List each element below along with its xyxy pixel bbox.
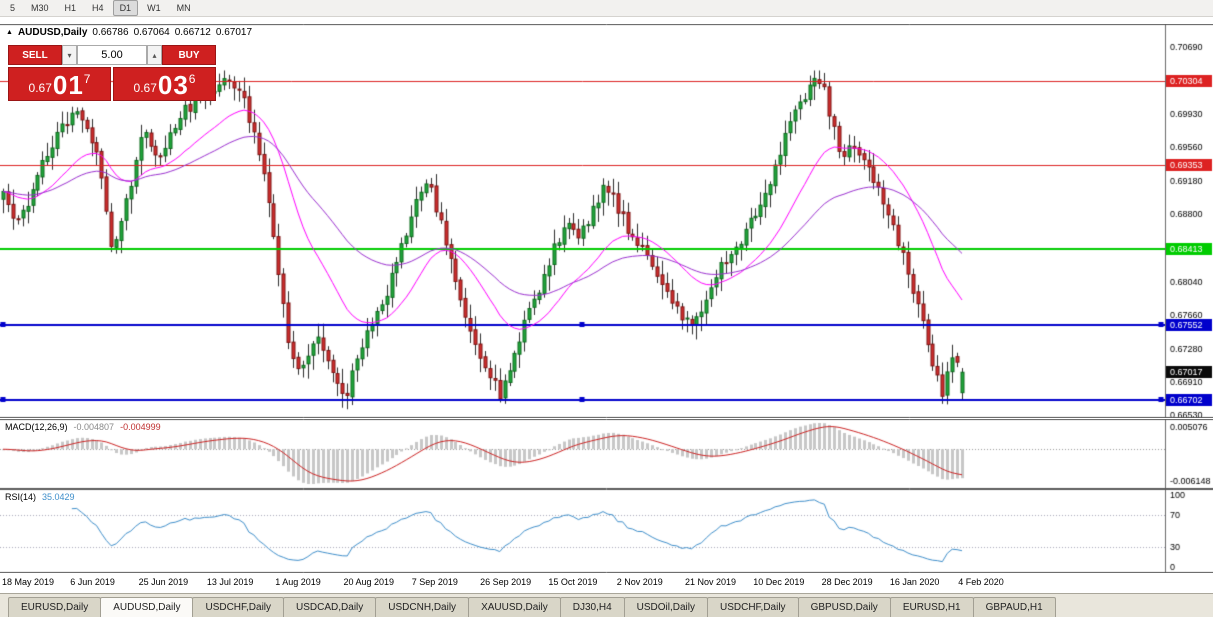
chart-tab-usdoil-daily[interactable]: USDOil,Daily xyxy=(623,597,708,617)
collapse-arrow-icon[interactable]: ▲ xyxy=(6,29,13,36)
sell-price-pipette: 7 xyxy=(83,72,91,86)
date-label: 10 Dec 2019 xyxy=(753,577,805,587)
volume-increase-button[interactable]: ▴ xyxy=(147,45,162,65)
date-label: 26 Sep 2019 xyxy=(480,577,532,587)
timeframe-button-mn[interactable]: MN xyxy=(176,3,191,13)
sell-price-pips: 01 xyxy=(52,70,84,100)
chart-tab-bar: EURUSD,Daily AUDUSD,Daily USDCHF,Daily USDC… xyxy=(0,593,1213,617)
one-click-trading-panel: SELL ▾ ▴ BUY 0.67 01 7 0.67 03 6 xyxy=(8,45,216,101)
buy-price-base: 0.67 xyxy=(133,81,157,95)
timeframe-button-d1[interactable]: D1 xyxy=(112,0,139,16)
chart-tab-dj30-h4[interactable]: DJ30,H4 xyxy=(559,597,625,617)
chart-tab-eurusd-daily[interactable]: EURUSD,Daily xyxy=(8,597,102,617)
buy-button[interactable]: BUY xyxy=(162,45,216,65)
date-label: 18 May 2019 xyxy=(2,577,55,587)
date-label: 25 Jun 2019 xyxy=(138,577,189,587)
chart-tab-gbpusd-daily[interactable]: GBPUSD,Daily xyxy=(797,597,891,617)
buy-price-pipette: 6 xyxy=(188,72,196,86)
chart-tab-eurusd-h1[interactable]: EURUSD,H1 xyxy=(889,597,974,617)
date-label: 20 Aug 2019 xyxy=(343,577,395,587)
date-label: 1 Aug 2019 xyxy=(275,577,321,587)
volume-input[interactable] xyxy=(77,45,147,65)
ohlc-open: 0.66786 xyxy=(92,27,129,38)
ohlc-low: 0.66712 xyxy=(174,27,211,38)
date-label: 2 Nov 2019 xyxy=(616,577,663,587)
date-label: 6 Jun 2019 xyxy=(70,577,115,587)
chart-tab-usdchf-daily[interactable]: USDCHF,Daily xyxy=(707,597,799,617)
chart-tab-usdchf-daily[interactable]: USDCHF,Daily xyxy=(192,597,285,617)
macd-signal-value: -0.004999 xyxy=(120,422,161,432)
chart-tab-audusd-daily[interactable]: AUDUSD,Daily xyxy=(100,597,194,617)
rsi-name: RSI(14) xyxy=(5,492,37,502)
timeframe-button-m30[interactable]: M30 xyxy=(31,3,49,13)
timeframe-button-5[interactable]: 5 xyxy=(10,3,16,13)
sell-price-button[interactable]: 0.67 01 7 xyxy=(8,67,111,101)
macd-indicator-canvas[interactable] xyxy=(0,419,1213,489)
date-label: 4 Feb 2020 xyxy=(958,577,1004,587)
rsi-value: 35.0429 xyxy=(42,492,75,502)
time-axis[interactable]: 18 May 2019 6 Jun 2019 25 Jun 2019 13 Jul 2… xyxy=(0,573,1165,593)
timeframe-button-h1[interactable]: H1 xyxy=(64,3,77,13)
buy-price-button[interactable]: 0.67 03 6 xyxy=(113,67,216,101)
date-label: 13 Jul 2019 xyxy=(206,577,254,587)
rsi-label: RSI(14) 35.0429 xyxy=(5,492,75,502)
chart-tab-usdcnh-daily[interactable]: USDCNH,Daily xyxy=(375,597,470,617)
date-label: 21 Nov 2019 xyxy=(685,577,737,587)
chart-tab-xauusd-daily[interactable]: XAUUSD,Daily xyxy=(468,597,561,617)
macd-label: MACD(12,26,9) -0.004807 -0.004999 xyxy=(5,422,161,432)
sell-price-base: 0.67 xyxy=(28,81,52,95)
macd-main-value: -0.004807 xyxy=(73,422,115,432)
date-label: 15 Oct 2019 xyxy=(548,577,598,587)
macd-name: MACD(12,26,9) xyxy=(5,422,68,432)
chart-symbol-period: AUDUSD,Daily xyxy=(17,27,88,38)
date-label: 28 Dec 2019 xyxy=(821,577,873,587)
date-label: 16 Jan 2020 xyxy=(889,577,940,587)
timeframe-button-h4[interactable]: H4 xyxy=(92,3,104,13)
sell-button[interactable]: SELL xyxy=(8,45,62,65)
timeframe-toolbar: 5 M30 H1 H4 D1 W1 MN xyxy=(0,0,1213,17)
chart-tab-gbpaud-h1[interactable]: GBPAUD,H1 xyxy=(972,597,1056,617)
timeframe-button-w1[interactable]: W1 xyxy=(147,3,161,13)
chart-title: ▲ AUDUSD,Daily 0.66786 0.67064 0.66712 0… xyxy=(6,27,252,38)
buy-price-pips: 03 xyxy=(157,70,189,100)
ohlc-high: 0.67064 xyxy=(133,27,170,38)
volume-decrease-button[interactable]: ▾ xyxy=(62,45,77,65)
rsi-indicator-canvas[interactable] xyxy=(0,489,1213,573)
chart-tab-usdcad-daily[interactable]: USDCAD,Daily xyxy=(283,597,377,617)
date-label: 7 Sep 2019 xyxy=(411,577,458,587)
ohlc-close: 0.67017 xyxy=(215,27,253,38)
